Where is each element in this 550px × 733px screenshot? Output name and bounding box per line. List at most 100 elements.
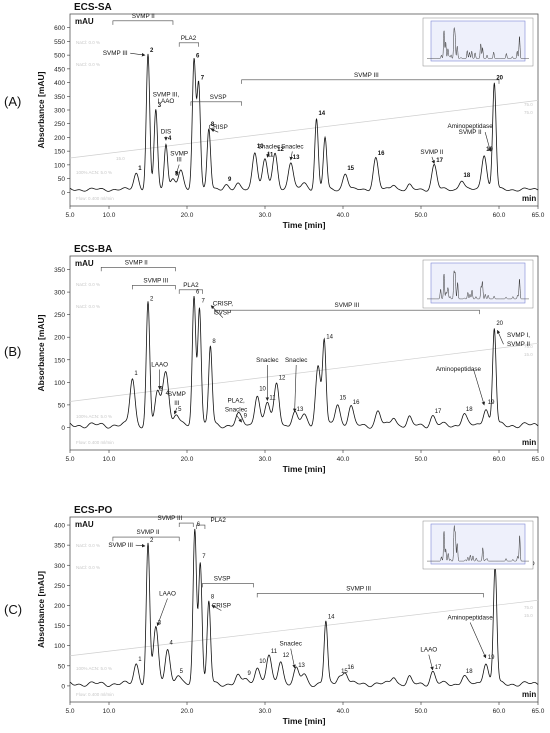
gradient-info-label: NaCl: 0.0 % (76, 304, 100, 309)
annotation-arrow (210, 305, 224, 318)
gradient-info-label: 100% ACN: 5.0 % (76, 170, 112, 175)
y-tick-label: 350 (54, 543, 65, 550)
annotation-arrow (292, 365, 297, 413)
y-tick-label: 200 (54, 335, 65, 342)
annotation-arrow (235, 414, 242, 423)
y-tick-label: 150 (54, 623, 65, 630)
annotation-label: LAAO (420, 647, 437, 654)
annotation-bracket (112, 20, 174, 25)
annotation-label: SVSP (214, 575, 231, 582)
peak-label-13: 13 (298, 663, 305, 669)
peak-label-19: 19 (488, 400, 495, 406)
x-tick-label: 20.0 (181, 212, 194, 219)
annotation-bracket (178, 522, 194, 528)
x-axis-label: Time [min] (283, 220, 326, 230)
peak-label-6: 6 (196, 54, 200, 60)
x-tick-label: 10.0 (103, 456, 116, 463)
annotation-bracket (100, 266, 176, 272)
gradient-line (69, 599, 539, 657)
annotation-bracket (178, 42, 199, 47)
y-tick-label: 150 (54, 149, 65, 156)
x-unit-label: min (522, 438, 536, 447)
annotation-label: PLA2, (228, 398, 245, 405)
annotation-arrow (289, 151, 294, 161)
annotation-arrow (130, 52, 146, 57)
peak-label-19: 19 (488, 655, 495, 661)
peak-label-15: 15 (347, 166, 354, 172)
annotation-bracket (256, 593, 484, 598)
annotation-label: SVMP III, (153, 91, 180, 98)
peak-label-1: 1 (138, 166, 142, 172)
annotation-label: SVSP (214, 310, 231, 317)
plot-frame (69, 255, 539, 451)
peak-label-18: 18 (466, 407, 473, 413)
x-tick-label: 10.0 (103, 212, 116, 219)
annotation-label: SVSP (210, 94, 227, 101)
annotation-label: PLA2 (183, 282, 199, 289)
peak-label-12: 12 (277, 147, 284, 153)
x-tick-label: 5.0 (65, 708, 74, 715)
x-axis-label: Time [min] (283, 716, 326, 726)
peak-label-1: 1 (138, 657, 142, 663)
x-tick-label: 10.0 (103, 708, 116, 715)
x-tick-label: 40.0 (337, 456, 350, 463)
chromatogram-trace (69, 296, 539, 429)
peak-label-13: 13 (297, 407, 304, 413)
annotation-bracket (196, 524, 206, 530)
peak-label-16: 16 (353, 400, 360, 406)
peak-label-10: 10 (259, 659, 266, 665)
x-axis-label: Time [min] (283, 464, 326, 474)
peak-label-11: 11 (271, 649, 278, 655)
peak-label-14: 14 (326, 335, 333, 341)
peak-label-16: 16 (378, 151, 385, 157)
peak-label-14: 14 (328, 615, 335, 621)
y-tick-label: 600 (54, 25, 65, 32)
annotation-label: Snaclec (285, 357, 307, 364)
annotation-arrow (266, 151, 270, 158)
gradient-info-label: Flow: 0.400 ml/min (76, 692, 114, 697)
annotation-arrow (175, 164, 180, 176)
x-tick-label: 30.0 (259, 708, 272, 715)
x-unit-label: min (522, 194, 536, 203)
annotation-label: SVMP III (108, 542, 133, 549)
y-tick-label: 300 (54, 108, 65, 115)
annotation-bracket (178, 289, 203, 294)
peak-label-8: 8 (211, 594, 215, 600)
overview-trace (427, 525, 529, 562)
annotation-arrow (290, 648, 296, 669)
annotation-label: Snaclec (256, 357, 278, 364)
y-tick-label: 350 (54, 267, 65, 274)
y-tick-label: 350 (54, 94, 65, 101)
annotation-label: Snaclec (281, 143, 303, 150)
gradient-info-label: Flow: 0.400 ml/min (76, 196, 114, 201)
gradient-info-label: NaCl: 0.0 % (76, 40, 100, 45)
x-tick-label: 65.0 (532, 212, 545, 219)
annotation-label: CRISP (209, 124, 228, 131)
y-tick-label: 400 (54, 523, 65, 530)
annotation-arrow (431, 156, 435, 165)
annotation-label: SVMP II (420, 149, 443, 156)
gradient-info-label: 15.0 (524, 613, 533, 618)
annotation-label: III (174, 400, 179, 407)
x-tick-label: 5.0 (65, 456, 74, 463)
annotation-label: SVMP II (459, 129, 482, 136)
x-tick-label: 50.0 (415, 212, 428, 219)
annotation-bracket (202, 583, 254, 588)
y-tick-label: 0 (61, 683, 65, 690)
gradient-info-label: 15.0 (116, 156, 125, 161)
y-tick-label: 150 (54, 357, 65, 364)
annotation-label: PLA2 (210, 517, 226, 524)
chart-title: ECS-BA (74, 244, 112, 255)
annotation-label: SVMP III (103, 50, 128, 57)
annotation-arrow (484, 132, 492, 152)
x-tick-label: 50.0 (415, 456, 428, 463)
annotation-arrow (156, 598, 168, 627)
gradient-info-label: NaCl: 0.0 % (76, 565, 100, 570)
peak-label-10: 10 (257, 144, 264, 150)
y-axis-label: Absorbance [mAU] (36, 314, 46, 391)
gradient-info-label: Flow: 0.400 ml/min (76, 440, 114, 445)
annotation-label: SVMP III (354, 72, 379, 79)
peak-label-9: 9 (244, 414, 248, 420)
annotation-label: Aminopeptidase (448, 123, 494, 130)
peak-label-20: 20 (496, 321, 503, 327)
